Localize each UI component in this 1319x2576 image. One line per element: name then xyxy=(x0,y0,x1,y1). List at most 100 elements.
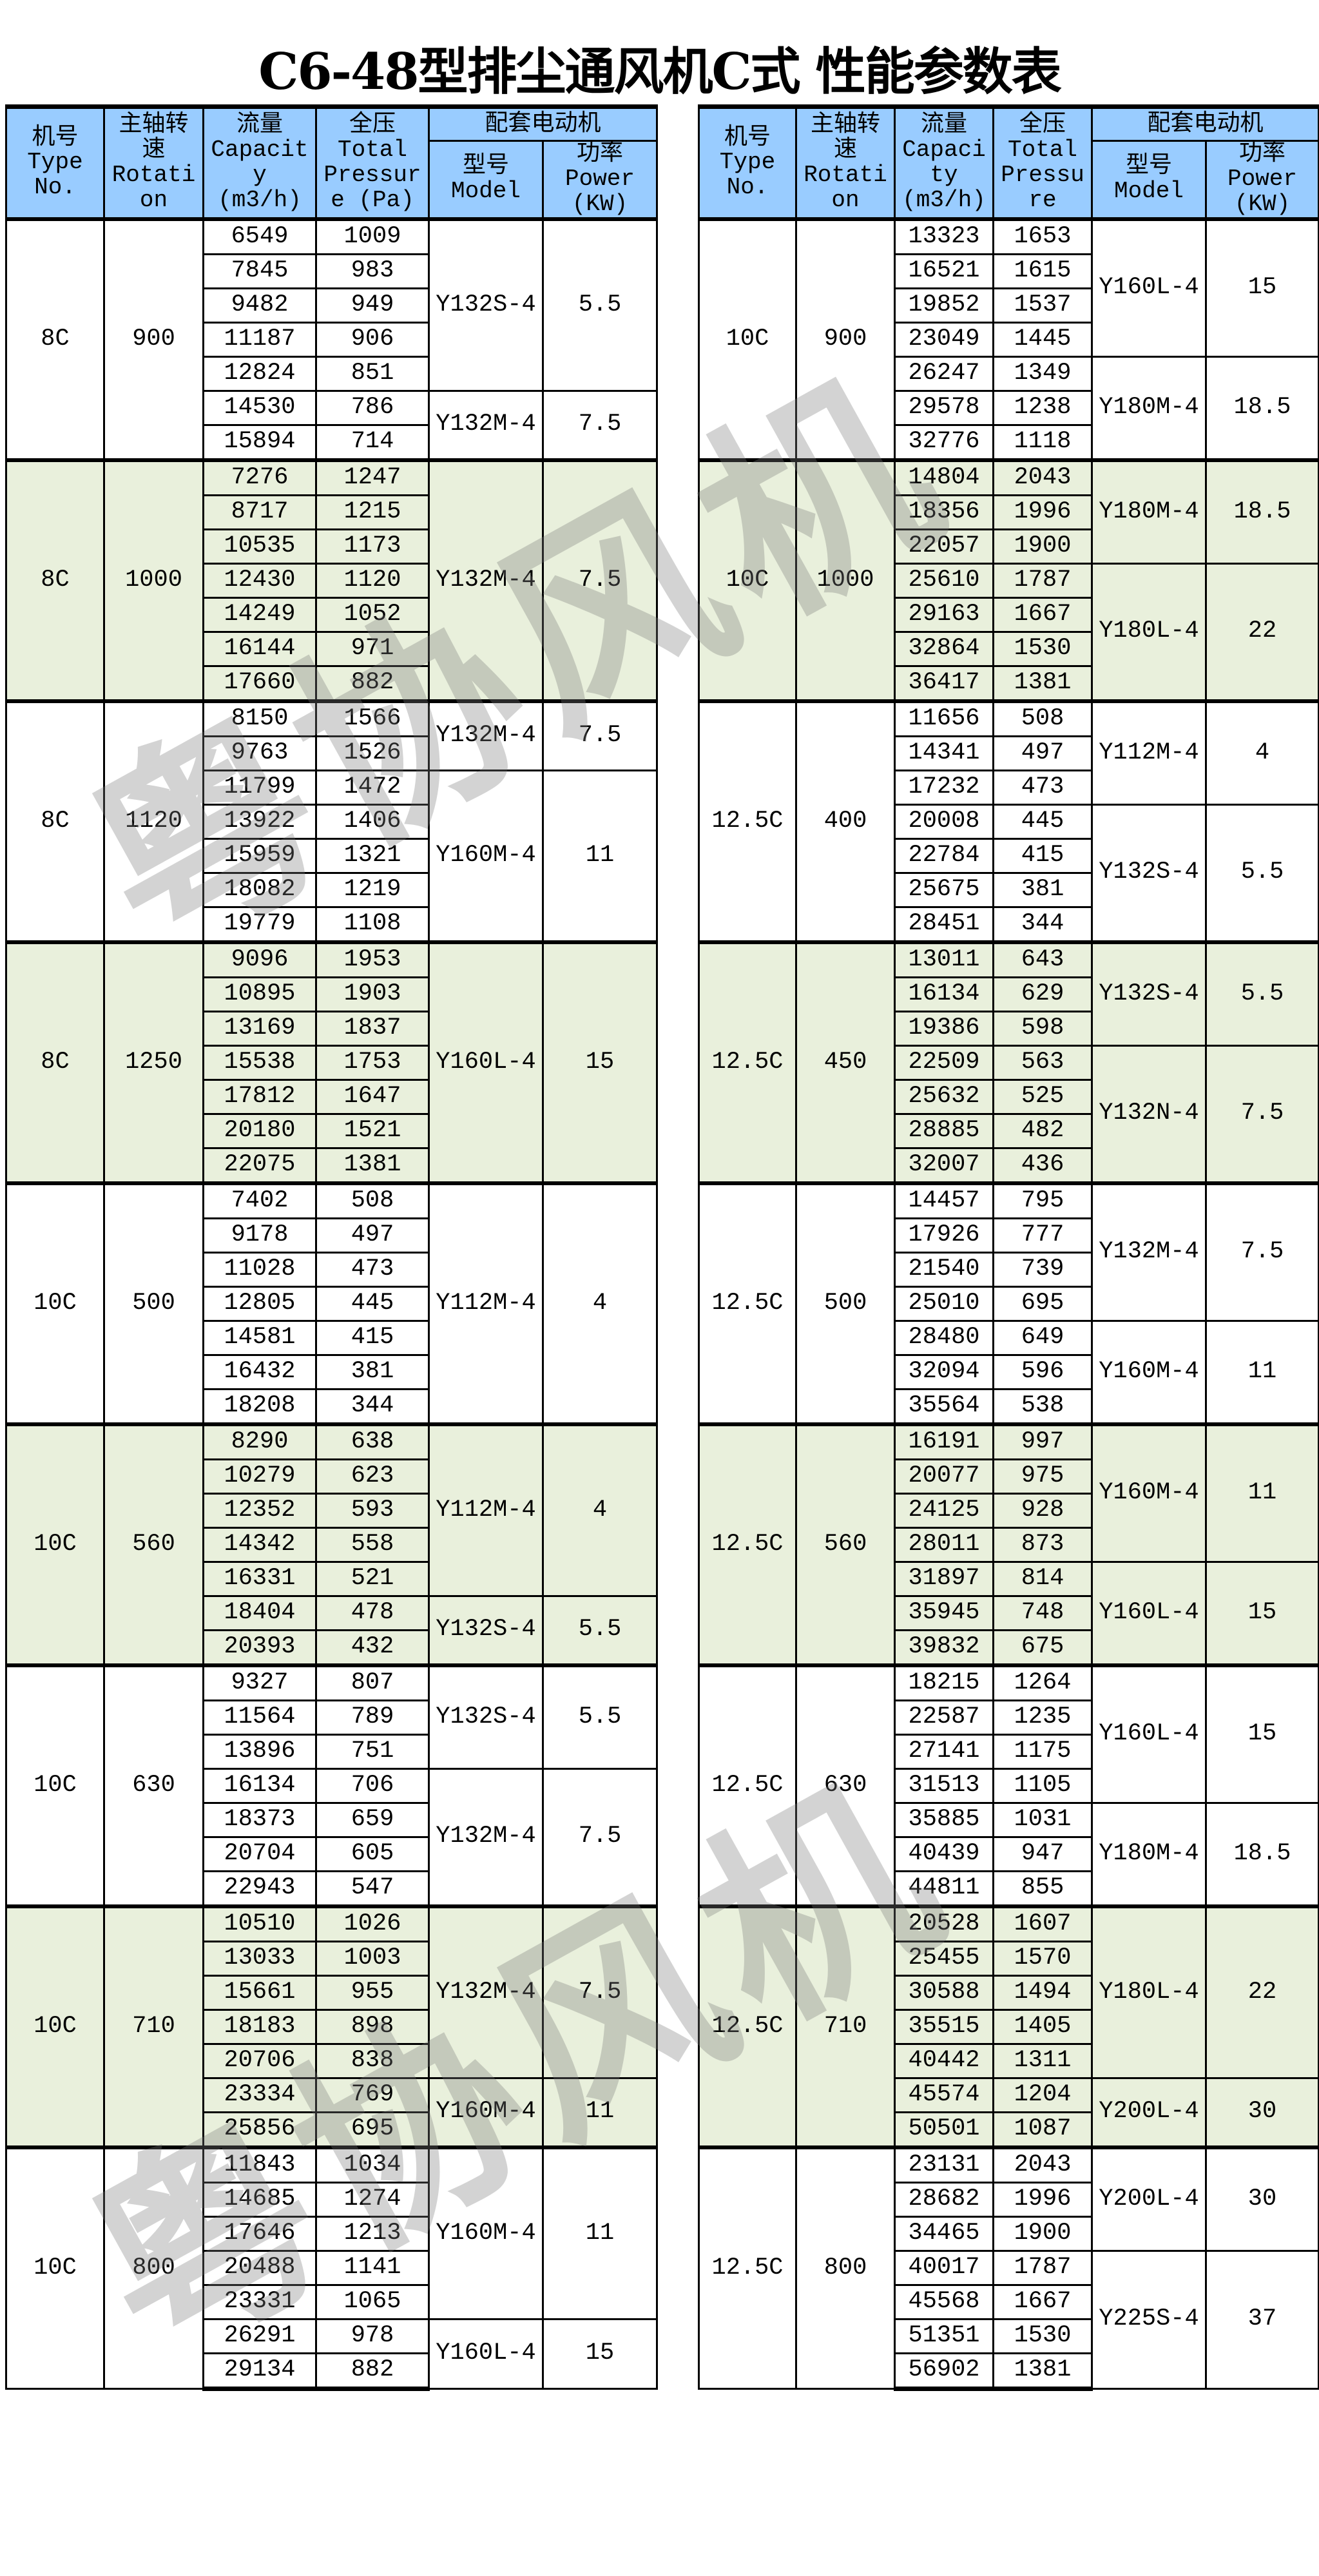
pressure-cell: 1900 xyxy=(992,528,1093,565)
pressure-cell: 1173 xyxy=(315,528,430,565)
fan-type-cell: 8C xyxy=(5,940,105,1185)
pressure-cell: 1647 xyxy=(315,1078,430,1115)
pressure-cell: 445 xyxy=(315,1285,430,1322)
table-row: 18183 898 xyxy=(6,2008,657,2045)
motor-model-cell: Y132S-4 xyxy=(428,217,544,392)
fan-type-cell: 12.5C xyxy=(698,2145,797,2390)
capacity-cell: 20528 xyxy=(894,1904,994,1942)
table-row: 16521 1615 xyxy=(699,253,1319,289)
pressure-cell: 748 xyxy=(992,1594,1093,1631)
pressure-cell: 971 xyxy=(315,630,430,667)
capacity-cell: 19386 xyxy=(894,1010,994,1047)
pressure-cell: 928 xyxy=(992,1492,1093,1529)
capacity-cell: 8150 xyxy=(202,699,317,737)
motor-power-cell: 7.5 xyxy=(541,1767,659,1908)
pressure-cell: 1753 xyxy=(315,1044,430,1081)
header-total-pressure: 全压 Total Pressur e (Pa) xyxy=(315,105,430,220)
capacity-cell: 40442 xyxy=(894,2042,994,2079)
table-row: 16331 521 xyxy=(6,1560,657,1597)
pressure-cell: 807 xyxy=(315,1663,430,1701)
pressure-cell: 855 xyxy=(992,1870,1093,1908)
table-row: 12.5C 560 16191 997 Y160M-4 11 xyxy=(698,1422,1319,1667)
rotation-cell: 710 xyxy=(103,1904,204,2149)
table-row: 27141 1175 xyxy=(699,1733,1319,1770)
capacity-cell: 17660 xyxy=(202,664,317,702)
motor-model-cell: Y132S-4 xyxy=(428,1663,544,1770)
header-motor-model-line: 型号 xyxy=(1125,153,1172,180)
header-type-no-line: Type xyxy=(27,149,83,176)
capacity-cell: 16432 xyxy=(202,1353,317,1390)
table-row: 20706 838 xyxy=(6,2042,657,2079)
capacity-cell: 12430 xyxy=(202,562,317,599)
capacity-cell: 9482 xyxy=(202,287,317,324)
table-row: 18404 478 Y132S-4 5.5 xyxy=(6,1594,659,1667)
motor-power-cell: 7.5 xyxy=(1204,1044,1319,1185)
capacity-cell: 12805 xyxy=(202,1285,317,1322)
capacity-cell: 13922 xyxy=(202,803,317,840)
capacity-cell: 28682 xyxy=(894,2181,994,2218)
capacity-cell: 20077 xyxy=(894,1458,994,1495)
capacity-cell: 16144 xyxy=(202,630,317,667)
table-row: 14249 1052 xyxy=(6,596,657,633)
header-motor-power-line: (KW) xyxy=(572,190,628,217)
capacity-cell: 29578 xyxy=(894,389,994,426)
pressure-cell: 1065 xyxy=(315,2283,430,2320)
pressure-cell: 1120 xyxy=(315,562,430,599)
capacity-cell: 15894 xyxy=(202,423,317,461)
table-row: 20704 605 xyxy=(6,1835,657,1872)
pressure-cell: 415 xyxy=(992,837,1093,874)
table-row: 8C 1000 7276 1247 Y132M-4 7.5 xyxy=(5,458,659,702)
pressure-cell: 1530 xyxy=(992,630,1093,667)
motor-power-cell: 5.5 xyxy=(1204,803,1319,944)
rotation-cell: 1250 xyxy=(103,940,204,1185)
table-row: 14341 497 xyxy=(699,735,1319,771)
pressure-cell: 473 xyxy=(315,1251,430,1288)
motor-model-cell: Y180M-4 xyxy=(1091,1801,1207,1908)
capacity-cell: 31513 xyxy=(894,1767,994,1804)
capacity-cell: 11656 xyxy=(894,699,994,737)
header-capacity-line: Capacit xyxy=(211,136,309,163)
capacity-cell: 15661 xyxy=(202,1974,317,2011)
capacity-cell: 25610 xyxy=(894,562,994,599)
motor-power-cell: 30 xyxy=(1204,2077,1319,2149)
table-row: 51351 1530 xyxy=(699,2318,1319,2354)
pressure-cell: 1653 xyxy=(992,217,1093,255)
capacity-cell: 23049 xyxy=(894,321,994,358)
motor-model-cell: Y112M-4 xyxy=(1091,699,1207,806)
pressure-cell: 473 xyxy=(992,769,1093,806)
pressure-cell: 1141 xyxy=(315,2249,430,2286)
capacity-cell: 12824 xyxy=(202,355,317,392)
fan-type-cell: 10C xyxy=(5,1663,105,1908)
table-row: 32094 596 xyxy=(699,1353,1319,1390)
capacity-cell: 16331 xyxy=(202,1560,317,1597)
rotation-cell: 630 xyxy=(795,1663,896,1908)
motor-model-cell: Y132S-4 xyxy=(428,1594,544,1667)
table-row: 45574 1204 Y200L-4 30 xyxy=(699,2077,1319,2149)
motor-power-cell: 5.5 xyxy=(1204,940,1319,1047)
pressure-cell: 521 xyxy=(315,1560,430,1597)
pressure-cell: 1996 xyxy=(992,2181,1093,2218)
fan-type-cell: 12.5C xyxy=(698,1663,797,1908)
table-row: 32864 1530 xyxy=(699,630,1319,667)
header-type-no: 机号 Type No. xyxy=(698,105,797,220)
capacity-cell: 8717 xyxy=(202,494,317,530)
motor-model-cell: Y132M-4 xyxy=(428,389,544,461)
motor-model-cell: Y160L-4 xyxy=(1091,1560,1207,1667)
pressure-cell: 1009 xyxy=(315,217,430,255)
capacity-cell: 10895 xyxy=(202,976,317,1012)
header-row: 型号 Model 功率 Power (KW) xyxy=(699,139,1319,221)
capacity-cell: 11187 xyxy=(202,321,317,358)
table-row: 9763 1526 xyxy=(6,735,657,771)
motor-power-cell: 18.5 xyxy=(1204,1801,1319,1908)
capacity-cell: 22587 xyxy=(894,1699,994,1736)
capacity-cell: 11028 xyxy=(202,1251,317,1288)
motor-power-cell: 15 xyxy=(541,2318,659,2390)
pressure-cell: 1472 xyxy=(315,769,430,806)
capacity-cell: 29163 xyxy=(894,596,994,633)
capacity-cell: 13011 xyxy=(894,940,994,978)
header-matching-motor: 配套电动机 xyxy=(427,106,659,142)
table-row: 11564 789 xyxy=(6,1699,657,1736)
fan-type-cell: 10C xyxy=(5,2145,105,2390)
motor-power-cell: 22 xyxy=(1204,1904,1319,2079)
table-row: 16432 381 xyxy=(6,1353,657,1390)
